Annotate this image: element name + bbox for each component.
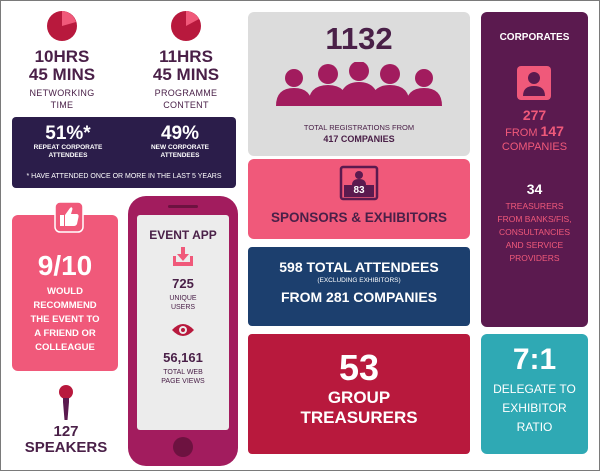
corporates-count: 277 <box>522 107 547 123</box>
group-treasurers-line1: GROUP <box>327 388 391 407</box>
corporates-companies-count: 147 <box>540 123 564 139</box>
ratio-line3: RATIO <box>516 420 553 434</box>
person-icon <box>517 66 551 100</box>
attendees-line2: (EXCLUDING EXHIBITORS) <box>317 277 401 284</box>
recommend-stat: 9/10 WOULD RECOMMEND THE EVENT TO A FRIE… <box>12 250 118 355</box>
corporates-count-stat: 277 FROM 147 COMPANIES <box>481 106 588 155</box>
page-views-label1: TOTAL WEB <box>163 369 203 376</box>
repeat-attendees-value: 51%* <box>45 123 91 144</box>
corporates-companies-word: COMPANIES <box>501 141 568 153</box>
networking-time-label1: NETWORKING <box>29 88 95 98</box>
ratio-stat: 7:1 DELEGATE TO EXHIBITOR RATIO <box>481 342 588 437</box>
new-attendees-label1: NEW CORPORATE <box>150 144 210 151</box>
page-views-value: 56,161 <box>163 350 203 365</box>
corporate-treasurers-line2: FROM BANKS/FIS, <box>497 214 572 224</box>
phone-home-button <box>173 437 193 457</box>
attendees-panel <box>248 247 470 326</box>
networking-time-line2: 45 MINS <box>28 65 96 84</box>
attendees-line3: FROM 281 COMPANIES <box>280 289 438 305</box>
corporates-title: CORPORATES <box>499 32 570 43</box>
corporate-treasurers-line4: AND SERVICE <box>505 240 564 250</box>
recommend-value: 9/10 <box>37 250 93 281</box>
unique-users-label2: USERS <box>170 304 196 311</box>
group-treasurers-panel <box>248 334 470 454</box>
recommend-line3: THE EVENT TO <box>30 314 100 325</box>
recommend-line5: COLLEAGUE <box>35 342 95 353</box>
new-attendees-label2: ATTENDEES <box>160 152 200 159</box>
attendees-line1: 598 TOTAL ATTENDEES <box>279 259 439 275</box>
phone-speaker <box>168 205 198 208</box>
attendee-split-panel: 51%* REPEAT CORPORATE ATTENDEES 49% NEW … <box>12 117 236 188</box>
eye-icon <box>172 324 194 336</box>
new-attendees-value: 49% <box>160 123 200 144</box>
speakers-word: SPEAKERS <box>24 439 108 456</box>
registrations-value: 1132 <box>325 21 393 56</box>
attendees-stat: 598 TOTAL ATTENDEES (EXCLUDING EXHIBITOR… <box>248 258 470 308</box>
corporate-treasurers-stat: 34 TREASURERS FROM BANKS/FIS, CONSULTANC… <box>481 180 588 265</box>
corporate-treasurers-value: 34 <box>526 181 543 197</box>
corporate-treasurers-line5: PROVIDERS <box>509 253 560 263</box>
recommend-line2: RECOMMEND <box>33 300 97 311</box>
recommend-panel <box>12 215 118 371</box>
registrations-label1: TOTAL REGISTRATIONS FROM <box>303 123 415 132</box>
networking-time-stat: 10HRS 45 MINS NETWORKING TIME <box>14 48 110 111</box>
pie-clock-icon <box>171 11 201 41</box>
corporate-treasurers-line1: TREASURERS <box>505 201 564 211</box>
programme-content-line2: 45 MINS <box>152 65 220 84</box>
exhibitor-booth-icon <box>339 165 379 201</box>
ratio-panel <box>481 334 588 454</box>
programme-content-label1: PROGRAMME <box>154 88 218 98</box>
attendee-footnote: * HAVE ATTENDED ONCE OR MORE IN THE LAST… <box>26 173 222 180</box>
speakers-stat: 127 SPEAKERS <box>6 424 126 456</box>
corporate-treasurers-line3: CONSULTANCIES <box>498 227 570 237</box>
ratio-line1: DELEGATE TO <box>493 382 576 396</box>
ratio-line2: EXHIBITOR <box>502 401 567 415</box>
group-treasurers-stat: 53 GROUP TREASURERS <box>248 348 470 428</box>
unique-users-value: 725 <box>172 276 194 291</box>
recommend-line4: A FRIEND OR <box>34 328 96 339</box>
ratio-value: 7:1 <box>512 343 557 376</box>
corporates-panel <box>481 12 588 327</box>
thumbs-up-icon <box>54 201 84 233</box>
group-treasurers-line2: TREASURERS <box>300 408 418 427</box>
group-treasurers-value: 53 <box>338 347 380 388</box>
pie-clock-icon <box>47 11 77 41</box>
unique-users-stat: 725 UNIQUE USERS <box>137 276 229 312</box>
registrations-label2: 417 COMPANIES <box>323 134 395 144</box>
page-views-label2: PAGE VIEWS <box>161 378 205 385</box>
networking-time-label2: TIME <box>50 100 74 110</box>
networking-time-line1: 10HRS <box>34 47 90 66</box>
registrations-label: TOTAL REGISTRATIONS FROM 417 COMPANIES <box>248 123 470 146</box>
download-icon <box>173 247 193 266</box>
microphone-icon <box>59 385 73 420</box>
event-app-title: EVENT APP <box>149 228 217 242</box>
sponsors-label: SPONSORS & EXHIBITORS <box>270 210 448 225</box>
programme-content-stat: 11HRS 45 MINS PROGRAMME CONTENT <box>138 48 234 111</box>
programme-content-line1: 11HRS <box>159 47 213 66</box>
speakers-count: 127 <box>53 423 79 440</box>
crowd-icon <box>276 62 442 106</box>
page-views-stat: 56,161 TOTAL WEB PAGE VIEWS <box>137 350 229 386</box>
recommend-line1: WOULD <box>47 286 83 297</box>
programme-content-label2: CONTENT <box>163 100 209 110</box>
repeat-attendees-label2: ATTENDEES <box>48 152 88 159</box>
corporates-from-word: FROM <box>505 127 538 139</box>
sponsors-badge: 83 <box>353 185 365 196</box>
unique-users-label1: UNIQUE <box>169 295 197 302</box>
repeat-attendees-label1: REPEAT CORPORATE <box>33 144 103 151</box>
